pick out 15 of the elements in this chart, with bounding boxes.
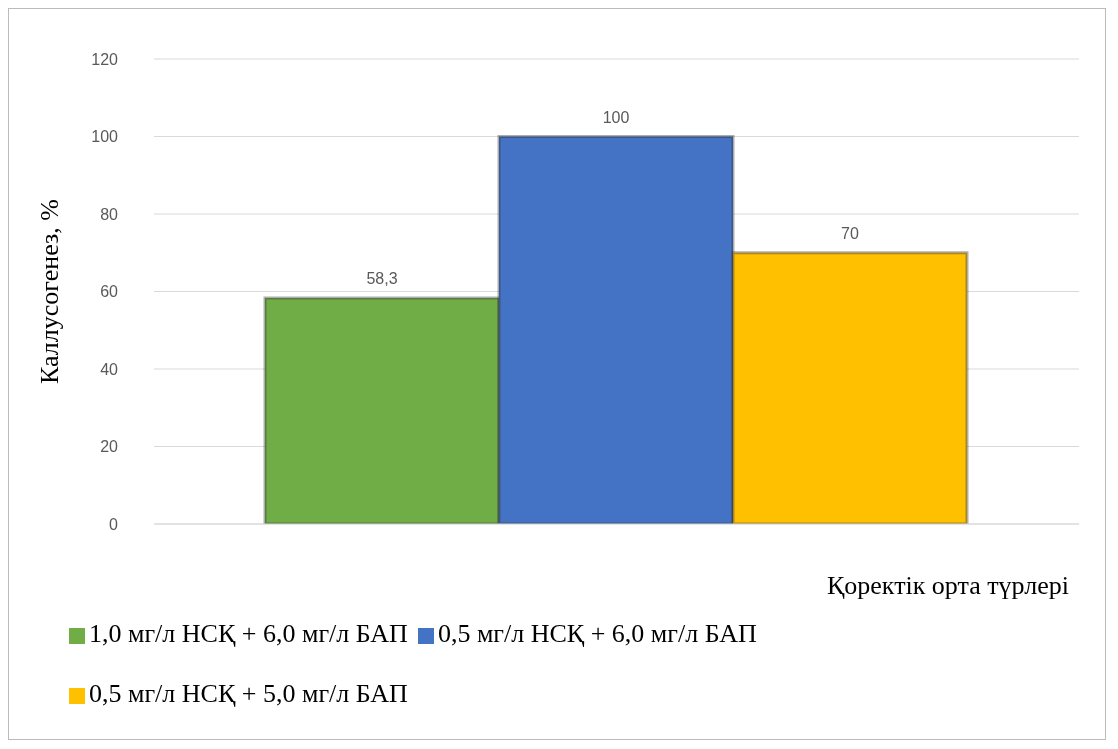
legend-label: 0,5 мг/л НСҚ + 5,0 мг/л БАП bbox=[89, 679, 408, 708]
y-tick-label: 20 bbox=[100, 438, 119, 456]
data-label: 100 bbox=[602, 108, 630, 126]
y-tick-label: 80 bbox=[100, 205, 119, 223]
data-label: 70 bbox=[841, 224, 859, 242]
legend-label: 0,5 мг/л НСҚ + 6,0 мг/л БАП bbox=[437, 619, 757, 648]
y-tick-label: 120 bbox=[91, 50, 119, 68]
y-tick-label: 100 bbox=[91, 128, 119, 146]
y-tick-label: 40 bbox=[100, 360, 119, 378]
y-tick-label: 0 bbox=[109, 515, 119, 533]
legend-label: 1,0 мг/л НСҚ + 6,0 мг/л БАП bbox=[89, 619, 408, 648]
data-label: 58,3 bbox=[366, 270, 398, 288]
y-tick-label: 60 bbox=[100, 283, 119, 301]
y-axis-title: Каллусогенез, % bbox=[35, 199, 65, 384]
x-axis-title: Қоректік орта түрлері bbox=[826, 571, 1069, 600]
